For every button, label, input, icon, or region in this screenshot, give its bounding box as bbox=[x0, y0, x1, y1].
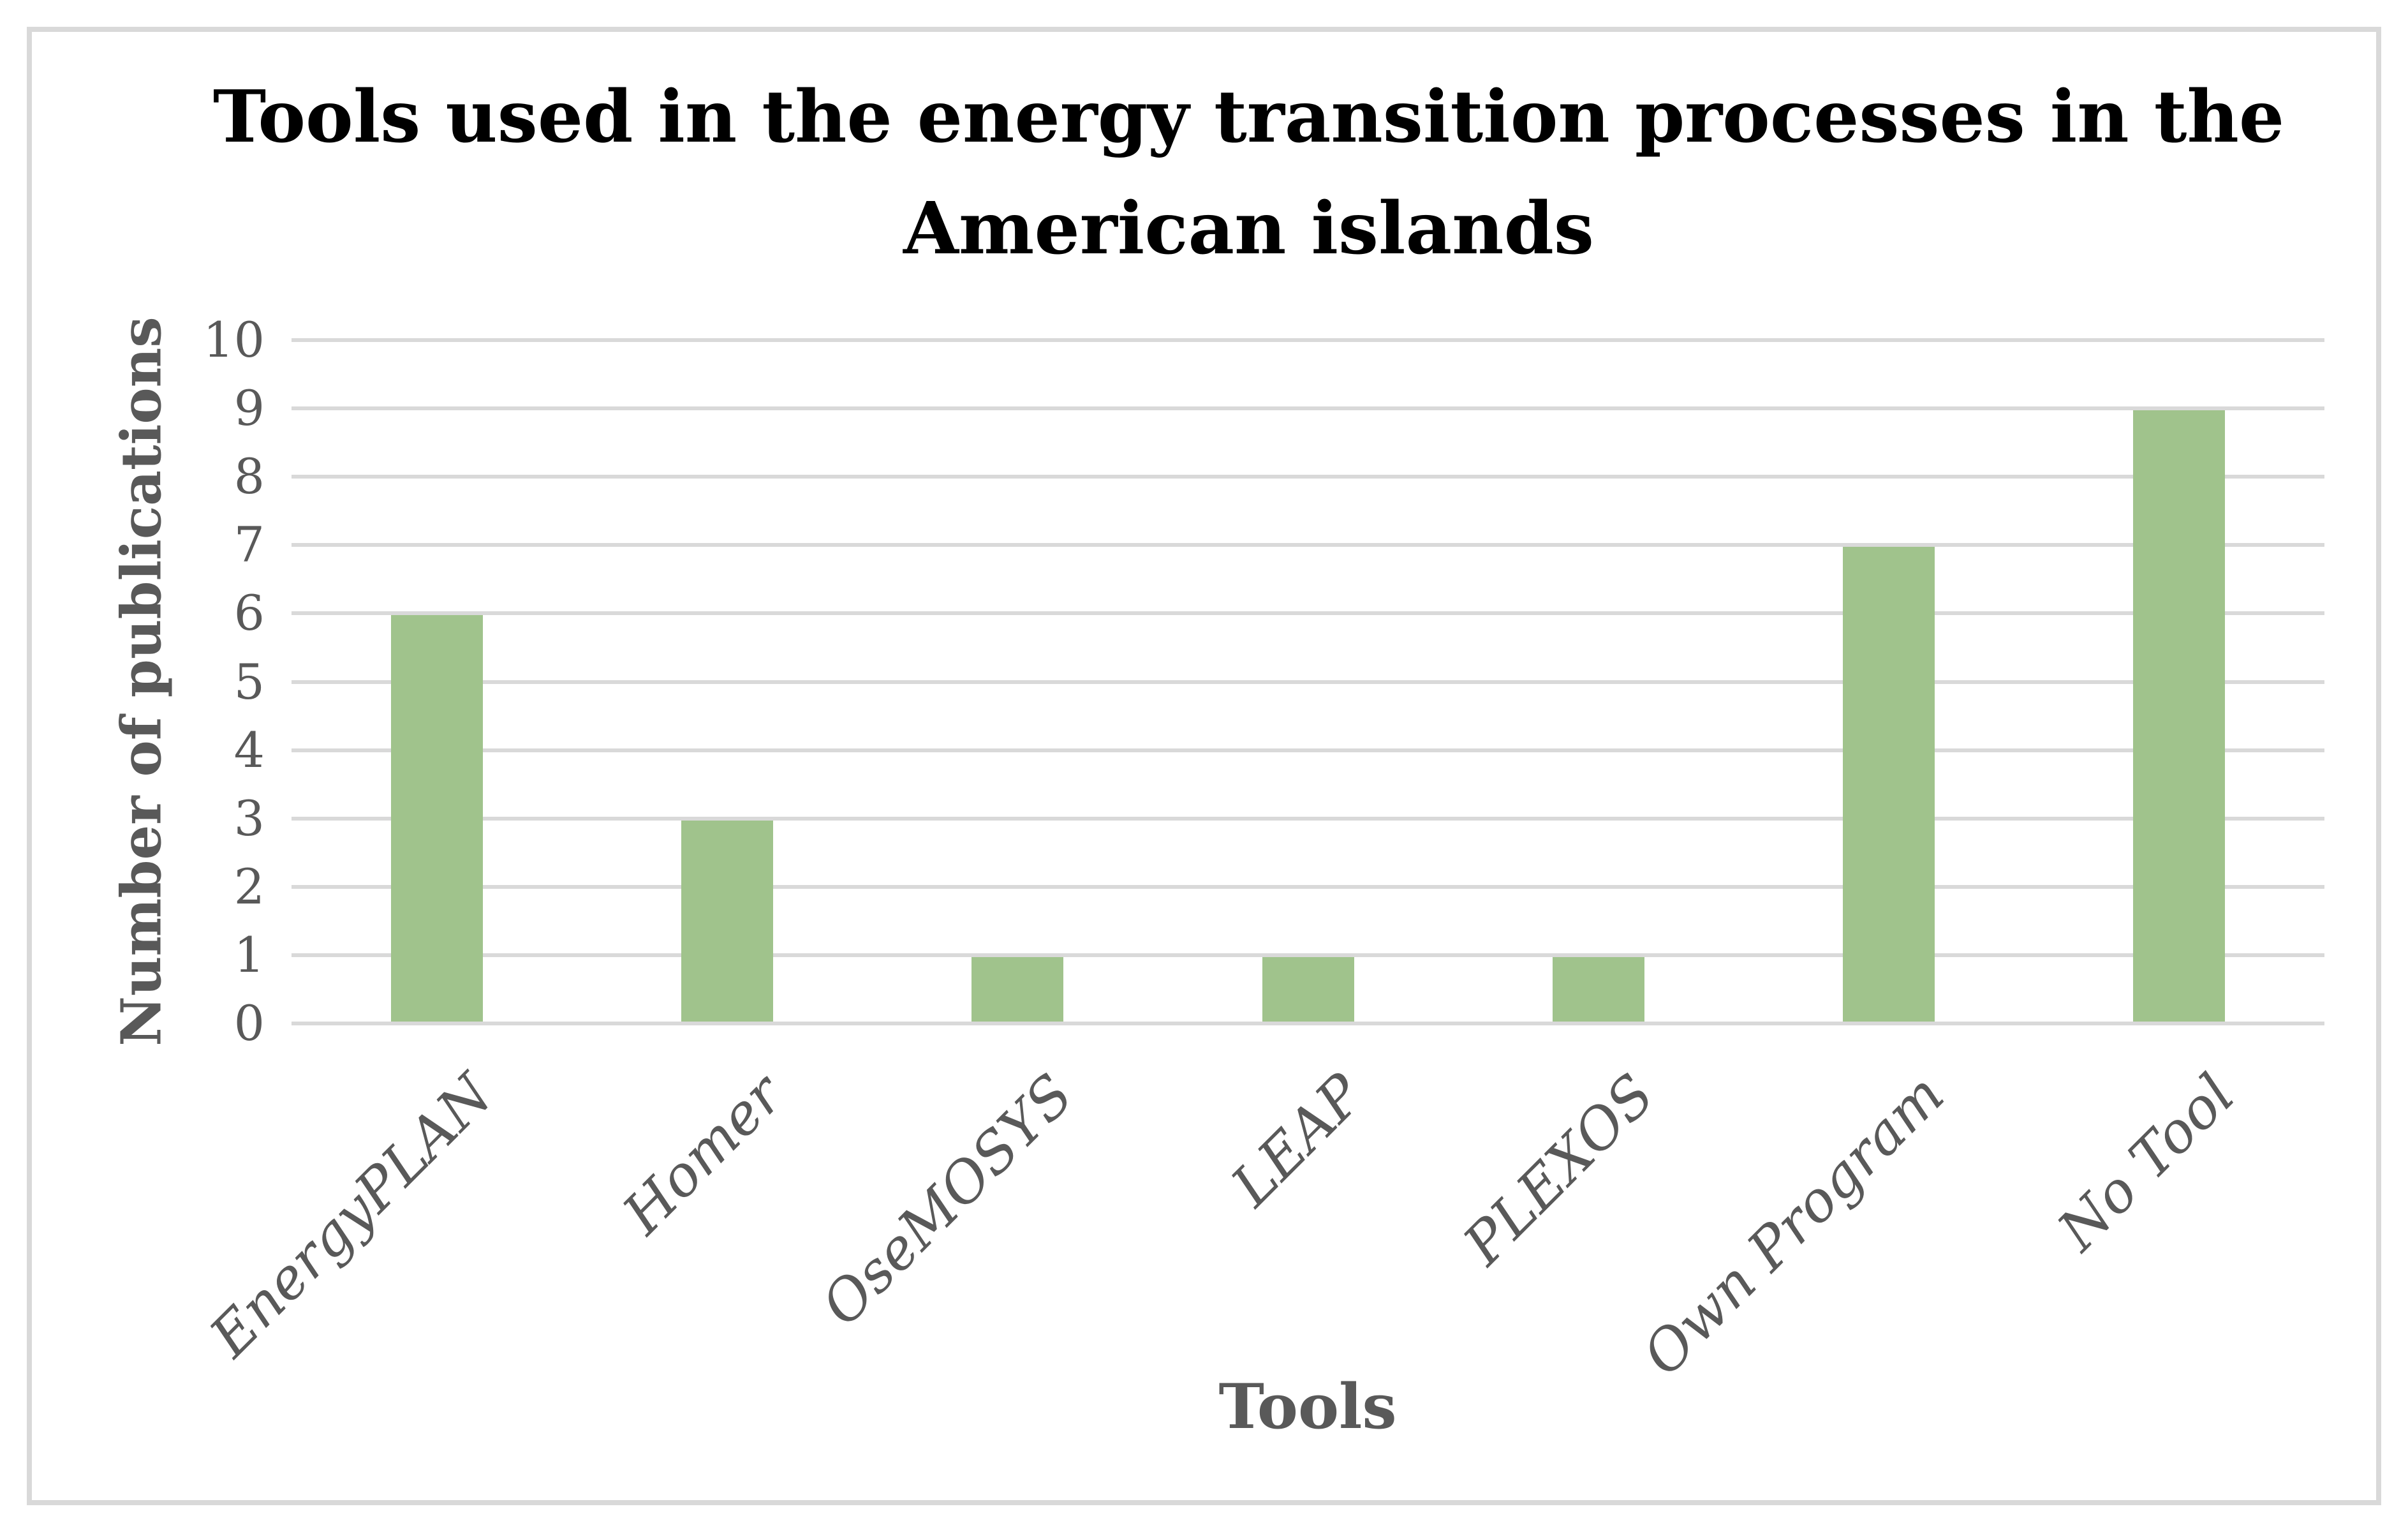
y-tick-label-0: 0 bbox=[233, 995, 265, 1052]
bar-no-tool bbox=[2133, 410, 2225, 1022]
gridline-y9 bbox=[292, 406, 2324, 411]
gridline-y1 bbox=[292, 953, 2324, 957]
y-tick-label-5: 5 bbox=[233, 653, 265, 710]
gridline-y7 bbox=[292, 543, 2324, 547]
y-tick-label-8: 8 bbox=[233, 448, 265, 505]
chart-title: Tools used in the energy transition proc… bbox=[89, 61, 2408, 285]
y-tick-label-7: 7 bbox=[233, 516, 265, 574]
figure-border bbox=[27, 27, 2381, 1505]
x-axis-title: Tools bbox=[1218, 1371, 1397, 1443]
y-tick-label-6: 6 bbox=[233, 584, 265, 642]
chart-title-line2: American islands bbox=[903, 187, 1594, 271]
gridline-y3 bbox=[292, 816, 2324, 821]
gridline-y8 bbox=[292, 475, 2324, 479]
bar-leap bbox=[1262, 957, 1354, 1022]
gridline-y4 bbox=[292, 748, 2324, 752]
bar-osemosys bbox=[971, 957, 1063, 1022]
bar-homer bbox=[681, 821, 773, 1022]
y-tick-label-4: 4 bbox=[233, 721, 265, 778]
gridline-y5 bbox=[292, 680, 2324, 684]
bar-plexos bbox=[1553, 957, 1644, 1022]
y-tick-label-2: 2 bbox=[233, 858, 265, 915]
gridline-y0 bbox=[292, 1022, 2324, 1025]
gridline-y2 bbox=[292, 884, 2324, 889]
gridline-y6 bbox=[292, 611, 2324, 616]
y-tick-label-3: 3 bbox=[233, 789, 265, 847]
bar-energyplan bbox=[391, 615, 483, 1022]
chart-title-line1: Tools used in the energy transition proc… bbox=[212, 75, 2285, 159]
gridline-y10 bbox=[292, 338, 2324, 342]
y-tick-label-9: 9 bbox=[233, 380, 265, 437]
bar-own-program bbox=[1843, 547, 1935, 1022]
y-tick-label-10: 10 bbox=[203, 311, 265, 368]
y-tick-label-1: 1 bbox=[233, 926, 265, 983]
